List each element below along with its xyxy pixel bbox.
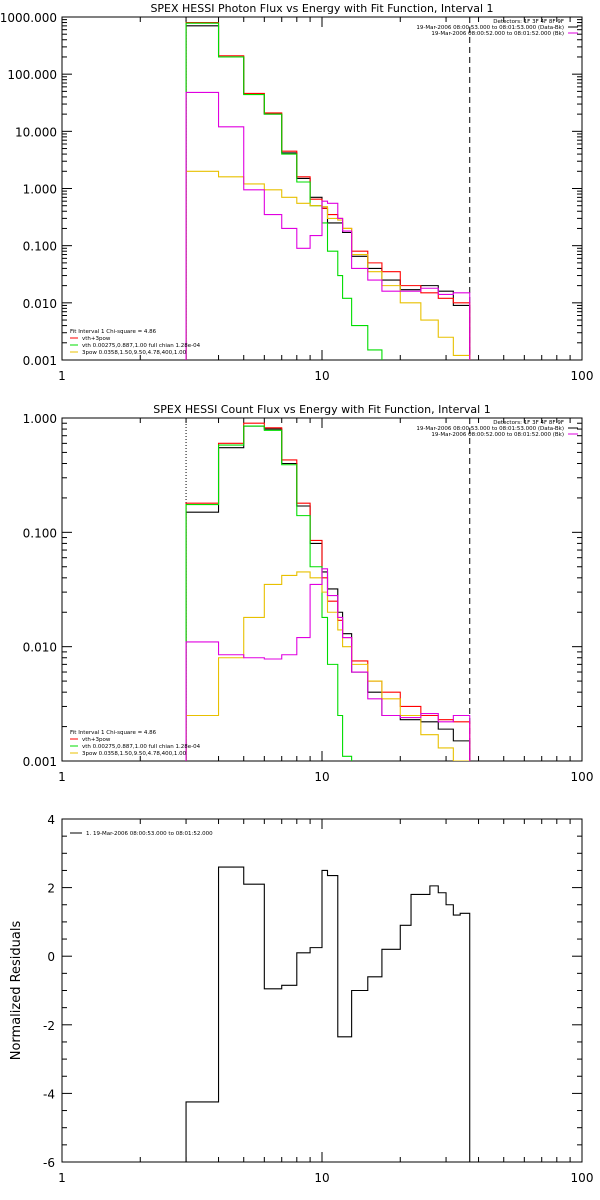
legend-entry: vth+3pow [82, 336, 111, 342]
chart-panel-1: SPEX HESSI Photon Flux vs Energy with Fi… [0, 2, 594, 383]
x-tick-label: 1 [58, 1171, 66, 1185]
legend-entry: 19-Mar-2006 08:00:53.000 to 08:01:53.000… [416, 426, 564, 432]
series-line-1-19-mar-2006-08-00-53-000-to-08-01-52-000 [185, 866, 471, 1162]
x-tick-label: 10 [314, 1171, 329, 1185]
y-tick-label: 0.001 [23, 354, 57, 368]
chart-panel-3: 1 10 100 -6 -4 -2 0 2 4 Normalized Residuals 1. 19… [9, 813, 594, 1185]
series-line-vth [185, 22, 383, 360]
legend-entry: 19-Mar-2006 08:00:53.000 to 08:01:53.000… [416, 25, 564, 31]
legend-entry: 19-Mar-2006 08:00:52.000 to 08:01:52.000… [431, 432, 564, 438]
y-tick-label: 0.010 [23, 641, 57, 655]
y-tick-label: 0.010 [23, 297, 57, 311]
legend-entry: 1. 19-Mar-2006 08:00:53.000 to 08:01:52.… [86, 831, 213, 837]
y-tick-label: 1.000 [23, 183, 57, 197]
y-tick-label: 100.000 [7, 68, 57, 82]
y-tick-label: 1.000 [23, 412, 57, 426]
y-tick-label: -4 [43, 1087, 55, 1101]
legend-entry: Detectors: 1F 3F 4F 8F 9F [493, 19, 564, 25]
chart-panel-2: SPEX HESSI Count Flux vs Energy with Fit… [23, 403, 594, 784]
x-tick-label: 10 [314, 369, 329, 383]
legend-entry: vth 0.00275,0.887,1.00 full chian 1.28e-… [82, 343, 201, 349]
y-tick-label: 10.000 [15, 125, 57, 139]
x-tick-label: 10 [314, 770, 329, 784]
x-tick-label: 1 [58, 369, 66, 383]
x-tick-label: 1 [58, 770, 66, 784]
y-tick-label: -6 [43, 1156, 55, 1170]
y-tick-label: 0.001 [23, 755, 57, 769]
series-line-bk [185, 568, 471, 761]
y-tick-label: 4 [47, 813, 55, 827]
series-line-vth [185, 425, 353, 761]
y-tick-label: 0.100 [23, 526, 57, 540]
y-tick-label: 0 [47, 950, 55, 964]
legend-entry: vth+3pow [82, 737, 111, 743]
y-axis-label: Normalized Residuals [9, 921, 24, 1061]
y-tick-label: 2 [47, 882, 55, 896]
x-tick-label: 100 [571, 369, 594, 383]
x-tick-label: 100 [571, 770, 594, 784]
series-line-3pow [185, 571, 471, 761]
plot-frame [61, 16, 583, 361]
series-line-bk [185, 91, 471, 360]
legend-entry: 3pow 0.0358,1.50,9.50,4.78,400,1.00 [82, 751, 187, 757]
legend-entry: vth 0.00275,0.887,1.00 full chian 1.28e-… [82, 744, 201, 750]
legend-entry: 3pow 0.0358,1.50,9.50,4.78,400,1.00 [82, 350, 187, 356]
y-tick-label: -2 [43, 1019, 55, 1033]
legend-entry: Detectors: 1F 3F 4F 8F 9F [493, 420, 564, 426]
y-tick-label: 0.100 [23, 240, 57, 254]
x-tick-label: 100 [571, 1171, 594, 1185]
chart-title: SPEX HESSI Photon Flux vs Energy with Fi… [150, 2, 493, 15]
legend-entry: Fit Interval 1 Chi-square = 4.86 [70, 730, 157, 736]
chart-title: SPEX HESSI Count Flux vs Energy with Fit… [153, 403, 490, 416]
legend-entry: Fit Interval 1 Chi-square = 4.86 [70, 329, 157, 335]
series-line-data-0 [185, 425, 471, 761]
legend-entry: 19-Mar-2006 08:00:52.000 to 08:01:52.000… [431, 31, 564, 37]
y-tick-label: 1000.000 [0, 11, 57, 25]
